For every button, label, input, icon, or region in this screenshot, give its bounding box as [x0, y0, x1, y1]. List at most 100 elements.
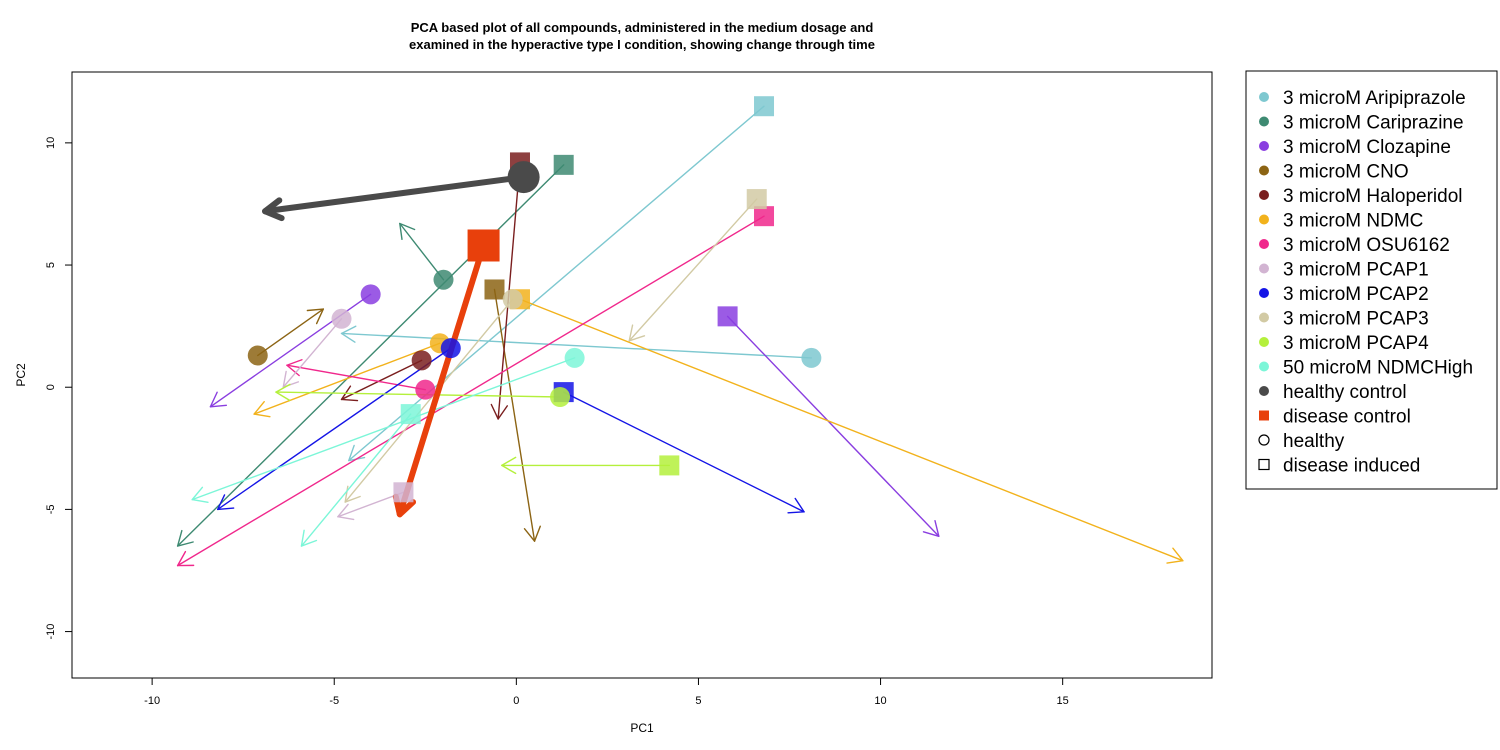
legend-dot [1259, 165, 1269, 176]
legend-dot [1259, 361, 1269, 372]
arrow-head [191, 486, 209, 504]
arrow-head [300, 529, 318, 547]
legend-label: 3 microM CNO [1283, 162, 1409, 183]
legend-item-3-microm-pcap4: 3 microM PCAP4 [1259, 333, 1429, 354]
x-tick-label: -10 [144, 695, 160, 707]
legend-label: 3 microM Haloperidol [1283, 186, 1463, 207]
legend-dot [1259, 116, 1269, 127]
legend-label: 3 microM PCAP3 [1283, 309, 1429, 330]
legend-open-circle [1258, 434, 1270, 446]
legend-label: 3 microM NDMC [1283, 211, 1423, 232]
arrow-head [176, 529, 194, 547]
legend-item-3-microm-clozapine: 3 microM Clozapine [1259, 137, 1451, 158]
3-microm-clozapine-disease-point [717, 306, 738, 327]
arrow-head [501, 456, 517, 475]
3-microm-pcap4-healthy-point [550, 386, 571, 407]
disease-control-disease-point [467, 229, 500, 262]
3-microm-aripiprazole-disease-point [754, 96, 775, 117]
arrow-head [262, 197, 285, 222]
arrow-head [340, 385, 359, 402]
arrow-shaft [493, 288, 536, 542]
3-microm-cno-disease-arrow [493, 288, 541, 542]
y-tick-label: 5 [45, 262, 57, 268]
arrow-head [286, 359, 303, 377]
arrow-shaft [396, 242, 487, 518]
3-microm-cariprazine-disease-arrow [176, 164, 565, 547]
legend-dot [1259, 190, 1269, 200]
legend-label: healthy [1283, 431, 1345, 452]
legend-item-3-microm-pcap1: 3 microM PCAP1 [1259, 260, 1429, 281]
legend-open-square [1258, 458, 1270, 471]
title-line-1: PCA based plot of all compounds, adminis… [411, 20, 874, 35]
3-microm-pcap2-healthy-arrow [216, 347, 452, 511]
legend-label: 3 microM Aripiprazole [1283, 88, 1466, 109]
legend-dot [1259, 92, 1269, 102]
50-microm-ndmchigh-healthy-arrow [191, 357, 576, 504]
arrow-shaft [286, 364, 426, 391]
legend-box [1245, 70, 1498, 490]
legend-item-3-microm-cariprazine: 3 microM Cariprazine [1259, 113, 1464, 134]
legend-item-3-microm-osu6162: 3 microM OSU6162 [1259, 235, 1450, 256]
3-microm-pcap3-healthy-point [502, 289, 523, 310]
legend-item-50-microm-ndmchigh: 50 microM NDMCHigh [1259, 358, 1473, 379]
3-microm-pcap1-disease-point [393, 482, 414, 503]
x-axis: -10 -5 0 5 10 15 [144, 677, 1069, 707]
legend-dot [1259, 337, 1269, 347]
legend-dot [1259, 288, 1269, 298]
legend-label: 3 microM PCAP1 [1283, 260, 1429, 281]
legend-item-3-microm-haloperidol: 3 microM Haloperidol [1259, 186, 1463, 207]
arrow-head [392, 493, 417, 518]
legend-dot [1259, 141, 1269, 151]
3-microm-cariprazine-healthy-arrow [399, 222, 445, 281]
3-microm-cariprazine-disease-point [553, 154, 574, 175]
3-microm-osu6162-disease-point [754, 206, 775, 227]
legend-item-3-microm-ndmc: 3 microM NDMC [1259, 211, 1423, 232]
trajectory-arrows [176, 105, 1184, 567]
legend-item-3-microm-pcap2: 3 microM PCAP2 [1259, 284, 1429, 305]
3-microm-cariprazine-healthy-point [433, 269, 454, 290]
3-microm-pcap4-disease-arrow [501, 456, 671, 475]
arrow-head [306, 308, 325, 325]
3-microm-pcap1-healthy-point [331, 308, 352, 329]
arrow-head [399, 222, 416, 241]
legend-item-disease-induced: disease induced [1258, 456, 1420, 477]
legend-label: 3 microM PCAP2 [1283, 284, 1429, 305]
3-microm-osu6162-healthy-point [415, 379, 436, 400]
3-microm-haloperidol-healthy-point [411, 350, 432, 371]
legend-label: 3 microM OSU6162 [1283, 235, 1450, 256]
3-microm-cno-disease-point [484, 279, 505, 300]
x-tick-label: 0 [513, 695, 519, 707]
legend-item-3-microm-aripiprazole: 3 microM Aripiprazole [1259, 88, 1466, 109]
legend-dot [1259, 214, 1269, 225]
arrow-shaft [262, 174, 527, 215]
arrow-head [348, 444, 366, 462]
legend-label: 3 microM PCAP4 [1283, 333, 1429, 354]
arrow-shaft [726, 315, 940, 537]
arrow-shaft [216, 347, 452, 511]
arrow-shaft [519, 298, 1184, 562]
healthy-control-healthy-arrow [262, 174, 527, 222]
3-microm-clozapine-disease-arrow [726, 315, 940, 537]
arrow-shaft [562, 391, 805, 513]
legend-label: disease control [1283, 407, 1411, 428]
arrow-shaft [399, 222, 445, 281]
y-tick-label: 10 [45, 137, 57, 149]
3-microm-pcap3-disease-point [746, 189, 767, 210]
3-microm-cno-healthy-arrow [257, 308, 325, 357]
arrow-shaft [253, 342, 441, 415]
healthy-control-healthy-point [507, 161, 540, 194]
legend: 3 microM Aripiprazole 3 microM Cariprazin… [1245, 70, 1498, 490]
arrow-shaft [191, 357, 576, 501]
arrow-head [216, 494, 235, 511]
arrow-head [628, 324, 646, 342]
3-microm-aripiprazole-healthy-point [801, 347, 822, 368]
3-microm-cno-healthy-point [247, 345, 268, 366]
arrow-shaft [344, 298, 514, 503]
arrow-shaft [300, 413, 412, 547]
x-tick-label: 5 [695, 695, 701, 707]
legend-label: disease induced [1283, 456, 1420, 477]
arrow-shaft [628, 198, 758, 342]
arrow-head [275, 383, 291, 402]
legend-label: healthy control [1283, 382, 1407, 403]
y-tick-label: 0 [45, 384, 57, 390]
